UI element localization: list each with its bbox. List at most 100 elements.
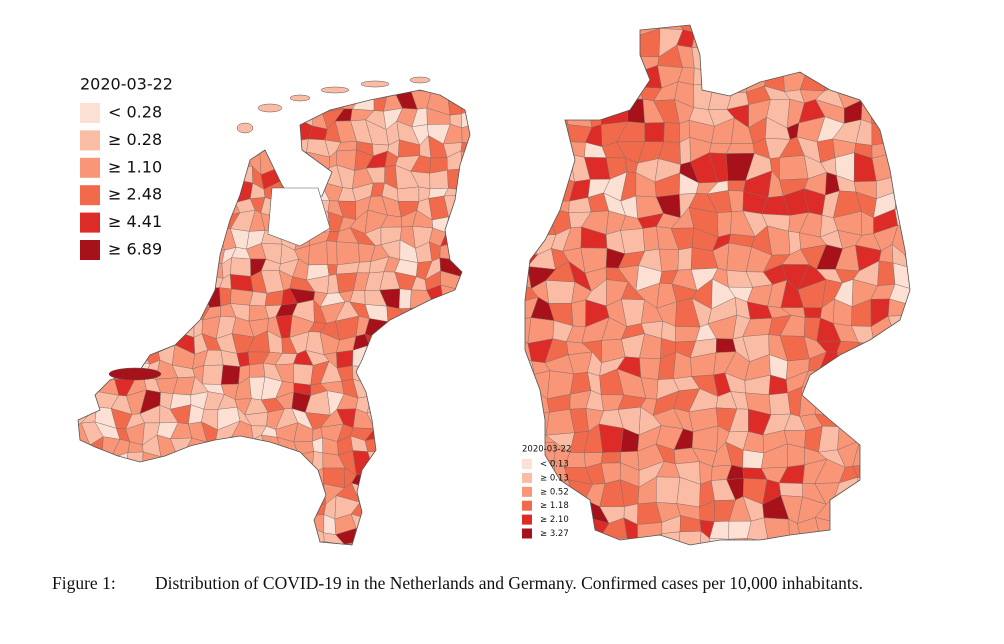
region xyxy=(443,90,463,96)
region xyxy=(454,211,470,234)
region xyxy=(276,90,301,115)
region xyxy=(96,284,112,302)
region xyxy=(101,510,117,534)
region xyxy=(205,90,225,95)
region xyxy=(544,140,571,164)
region xyxy=(751,25,767,35)
region xyxy=(217,93,239,115)
region xyxy=(311,90,325,113)
region xyxy=(780,26,806,58)
region xyxy=(679,137,691,165)
region xyxy=(663,122,681,143)
region xyxy=(78,539,87,545)
region xyxy=(906,481,910,500)
region xyxy=(414,367,435,383)
region xyxy=(86,314,105,339)
region xyxy=(871,44,891,65)
region xyxy=(470,546,493,560)
region xyxy=(725,25,753,36)
region xyxy=(371,380,390,397)
region xyxy=(323,541,345,545)
region xyxy=(127,319,148,338)
legend-swatch xyxy=(80,157,100,178)
region xyxy=(887,45,910,74)
region xyxy=(799,26,826,54)
region xyxy=(760,55,791,69)
region xyxy=(778,534,810,545)
region xyxy=(208,156,223,175)
region xyxy=(259,142,286,152)
region xyxy=(171,110,189,126)
region xyxy=(385,376,404,400)
region xyxy=(126,526,145,545)
legend-label: ≥ 2.48 xyxy=(108,185,162,204)
region xyxy=(259,471,286,489)
region xyxy=(173,183,195,204)
region xyxy=(743,26,763,56)
region xyxy=(528,25,553,38)
region xyxy=(369,466,387,489)
region xyxy=(834,49,859,73)
region xyxy=(173,257,190,274)
region xyxy=(143,319,162,338)
region xyxy=(626,84,644,100)
region xyxy=(868,371,895,391)
region xyxy=(905,288,910,309)
region xyxy=(245,90,267,99)
region xyxy=(398,288,412,309)
region xyxy=(101,455,111,474)
region xyxy=(479,92,492,107)
region xyxy=(385,436,402,460)
region xyxy=(869,84,900,108)
region xyxy=(409,346,431,369)
region xyxy=(461,381,470,397)
region xyxy=(835,368,863,392)
region xyxy=(199,121,220,136)
region xyxy=(230,288,254,306)
region xyxy=(278,140,298,160)
region xyxy=(856,63,875,86)
region xyxy=(368,344,387,368)
region xyxy=(908,48,910,74)
region xyxy=(440,319,460,341)
region xyxy=(803,307,823,319)
region xyxy=(140,272,157,295)
region xyxy=(160,456,179,473)
region xyxy=(462,426,470,443)
region xyxy=(78,276,86,289)
region xyxy=(218,150,240,175)
region xyxy=(444,392,463,413)
region xyxy=(171,450,190,473)
region xyxy=(143,481,164,503)
region xyxy=(461,499,470,519)
region xyxy=(139,334,162,353)
region xyxy=(117,332,133,353)
region xyxy=(471,452,491,473)
region xyxy=(605,63,628,86)
region xyxy=(231,142,254,160)
region xyxy=(385,486,404,505)
region xyxy=(439,514,464,535)
region xyxy=(201,104,221,128)
region xyxy=(249,482,269,504)
region xyxy=(191,200,207,218)
legend-label: ≥ 4.41 xyxy=(108,212,162,231)
region xyxy=(425,404,451,429)
region xyxy=(185,92,208,114)
region xyxy=(430,90,448,96)
region xyxy=(173,151,194,171)
legend-swatch xyxy=(522,528,532,539)
region xyxy=(442,464,461,488)
region xyxy=(836,537,857,545)
region xyxy=(282,165,301,183)
legend-label: ≥ 3.27 xyxy=(540,529,569,539)
region xyxy=(589,63,608,91)
region xyxy=(293,363,314,386)
region xyxy=(469,155,470,176)
region xyxy=(461,514,470,535)
region xyxy=(185,503,206,517)
legend-swatch xyxy=(80,185,100,206)
region xyxy=(129,541,151,545)
legend-swatch xyxy=(522,514,532,525)
